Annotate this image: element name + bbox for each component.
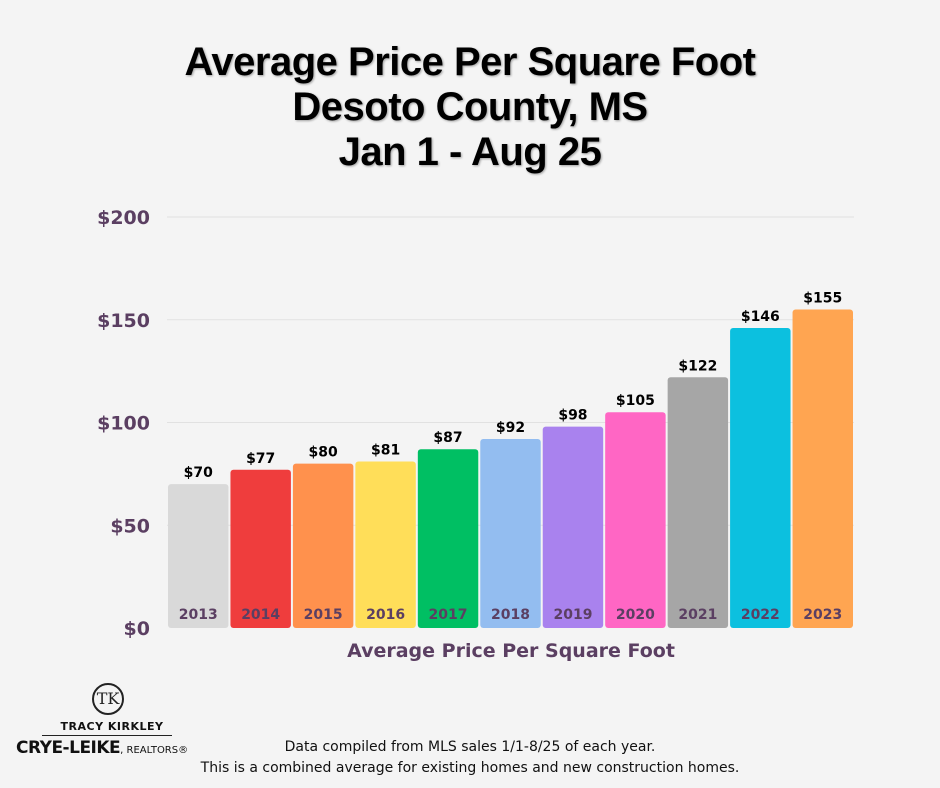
- data-label-2023: $155: [803, 290, 842, 306]
- bar-2021: [667, 377, 729, 628]
- data-label-2016: $81: [371, 443, 400, 459]
- bar-2018: [480, 438, 541, 628]
- footnote-line-1: Data compiled from MLS sales 1/1-8/25 of…: [284, 739, 656, 755]
- footnote: Data compiled from MLS sales 1/1-8/25 of…: [170, 737, 770, 779]
- crye-leike-logo: TK TRACY KIRKLEY CRYE-LEIKE, REALTORS®: [14, 683, 194, 763]
- y-tick-label: $150: [97, 310, 150, 332]
- bar-2013: [168, 484, 229, 628]
- data-label-2018: $92: [496, 420, 525, 436]
- data-label-2015: $80: [309, 445, 338, 461]
- logo-divider: [42, 735, 172, 736]
- title-line-1: Average Price Per Square Foot: [184, 40, 756, 84]
- bars: $70 2013 $77 2014 $80 2015 $81 2016 $87 2017 $92 20…: [168, 290, 853, 628]
- x-tick-label-2021: 2021: [678, 607, 717, 623]
- x-tick-label-2022: 2022: [741, 607, 780, 623]
- logo-agent-name: TRACY KIRKLEY: [60, 720, 164, 733]
- bar-2023: [792, 309, 853, 628]
- logo-brand-name: CRYE-LEIKE: [16, 738, 121, 758]
- data-label-2013: $70: [184, 465, 213, 481]
- data-label-2017: $87: [433, 430, 462, 446]
- logo-brand-suffix: , REALTORS®: [120, 745, 189, 756]
- bar-2015: [292, 463, 354, 628]
- x-tick-label-2020: 2020: [616, 607, 655, 623]
- x-tick-label-2016: 2016: [366, 607, 405, 623]
- x-axis-label: Average Price Per Square Foot: [347, 640, 675, 662]
- bar-2016: [355, 461, 416, 628]
- data-label-2021: $122: [678, 358, 717, 374]
- x-tick-label-2018: 2018: [491, 607, 530, 623]
- title-line-3: Jan 1 - Aug 25: [338, 130, 602, 174]
- y-tick-label: $50: [110, 515, 150, 537]
- y-tick-label: $200: [97, 207, 150, 229]
- bar-2022: [730, 327, 791, 628]
- x-tick-label-2017: 2017: [429, 607, 468, 623]
- tk-monogram-icon: TK: [92, 683, 124, 715]
- data-label-2019: $98: [558, 408, 587, 424]
- logo-brand: CRYE-LEIKE, REALTORS®: [16, 738, 188, 758]
- data-label-2014: $77: [246, 451, 275, 467]
- x-tick-label-2014: 2014: [241, 607, 280, 623]
- bar-2020: [605, 412, 666, 628]
- x-tick-label-2019: 2019: [553, 607, 592, 623]
- x-tick-label-2013: 2013: [179, 607, 218, 623]
- y-axis: $0 $50 $100 $150 $200: [97, 207, 150, 640]
- data-label-2022: $146: [741, 309, 780, 325]
- x-tick-label-2023: 2023: [803, 607, 842, 623]
- footnote-line-2: This is a combined average for existing …: [200, 760, 740, 776]
- bar-2017: [417, 449, 479, 628]
- title-line-2: Desoto County, MS: [292, 85, 648, 129]
- y-tick-label: $0: [124, 618, 150, 640]
- chart-title: Average Price Per Square Foot Desoto Cou…: [0, 40, 940, 175]
- y-tick-label: $100: [97, 413, 150, 435]
- bar-2019: [542, 426, 604, 628]
- data-label-2020: $105: [616, 393, 655, 409]
- bar-2014: [230, 469, 291, 628]
- x-tick-label-2015: 2015: [304, 607, 343, 623]
- bar-chart: $0$50$100$150$200 $702013$772014$802015$…: [97, 207, 854, 662]
